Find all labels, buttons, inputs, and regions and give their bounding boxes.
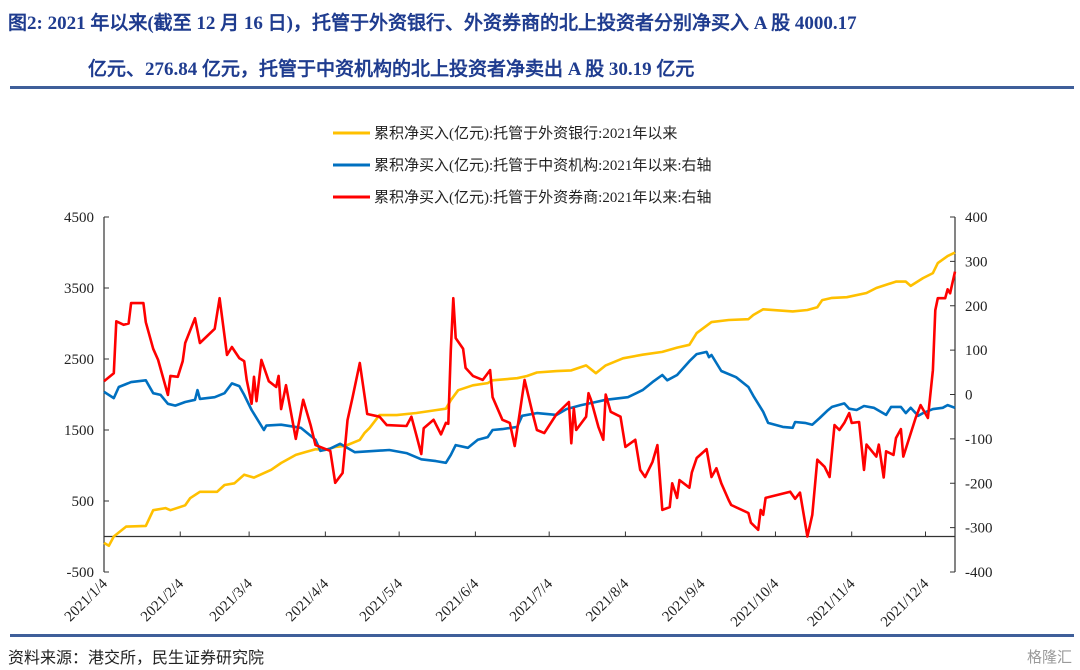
right-tick-label: -400 xyxy=(965,565,993,581)
left-tick-label: 3500 xyxy=(64,281,94,297)
x-tick-label: 2021/9/4 xyxy=(659,576,708,625)
x-tick-label: 2021/3/4 xyxy=(207,576,256,625)
left-tick-label: 2500 xyxy=(64,352,94,368)
x-tick-label: 2021/4/4 xyxy=(283,576,332,625)
right-tick-label: 100 xyxy=(965,343,988,359)
left-tick-label: -500 xyxy=(67,565,95,581)
x-tick-label: 2021/11/4 xyxy=(805,576,859,630)
series-lines xyxy=(103,251,957,547)
right-tick-label: -300 xyxy=(965,521,993,537)
source-note: 资料来源：港交所，民生证券研究院 xyxy=(8,650,265,667)
x-tick-label: 2021/2/4 xyxy=(138,576,187,625)
series-line-2 xyxy=(103,350,956,465)
legend: 累积净买入(亿元):托管于外资银行:2021年以来累积净买入(亿元):托管于中资… xyxy=(333,125,712,206)
x-tick-label: 2021/7/4 xyxy=(507,576,556,625)
x-tick-label: 2021/5/4 xyxy=(357,576,406,625)
legend-label-2: 累积净买入(亿元):托管于中资机构:2021年以来:右轴 xyxy=(374,157,712,174)
watermark-logo: 格隆汇 xyxy=(1026,648,1072,666)
x-tick-label: 2021/1/4 xyxy=(62,576,111,625)
title-divider xyxy=(10,86,1074,89)
right-tick-label: -200 xyxy=(965,476,993,492)
chart-title-line-2: 亿元、276.84 亿元，托管于中资机构的北上投资者净卖出 A 股 30.19 … xyxy=(88,59,695,80)
legend-label-3: 累积净买入(亿元):托管于外资券商:2021年以来:右轴 xyxy=(374,189,712,206)
left-tick-label: 4500 xyxy=(64,210,94,226)
series-line-3 xyxy=(103,271,957,538)
left-tick-label: 500 xyxy=(72,494,95,510)
footer-divider xyxy=(10,634,1074,637)
chart-title-line-1: 图2: 2021 年以来(截至 12 月 16 日)，托管于外资银行、外资券商的… xyxy=(8,13,857,34)
right-tick-label: 400 xyxy=(965,210,988,226)
x-tick-label: 2021/8/4 xyxy=(583,576,632,625)
left-tick-label: 1500 xyxy=(64,423,94,439)
x-tick-label: 2021/12/4 xyxy=(878,576,933,631)
axes: 4500 3500 2500 1500 500 -500 400 300 200 100 0 -100… xyxy=(62,210,993,630)
right-tick-label: 0 xyxy=(965,388,973,404)
right-tick-label: -100 xyxy=(965,432,993,448)
right-tick-label: 200 xyxy=(965,299,988,315)
legend-label-1: 累积净买入(亿元):托管于外资银行:2021年以来 xyxy=(374,125,677,142)
x-tick-label: 2021/10/4 xyxy=(728,576,783,631)
right-tick-label: 300 xyxy=(965,254,988,270)
x-tick-label: 2021/6/4 xyxy=(433,576,482,625)
